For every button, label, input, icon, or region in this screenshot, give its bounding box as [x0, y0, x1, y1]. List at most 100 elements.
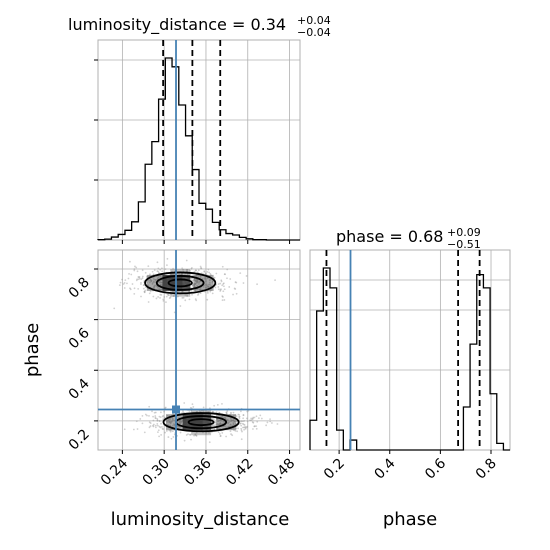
scatter-point [124, 279, 127, 282]
scatter-point [232, 423, 235, 425]
scatter-point [179, 421, 182, 424]
scatter-point [166, 264, 168, 266]
scatter-point [193, 284, 196, 287]
phase-histogram-step [309, 267, 510, 451]
scatter-point [222, 296, 224, 298]
scatter-point [249, 419, 251, 422]
scatter-point [211, 281, 214, 284]
joint-truth-marker [172, 405, 181, 414]
scatter-point [216, 420, 219, 423]
phase-ytick-label-3: 0.8 [66, 275, 93, 302]
scatter-point [221, 402, 223, 405]
scatter-point [241, 422, 244, 425]
scatter-point [171, 420, 173, 423]
scatter-point [269, 418, 271, 420]
scatter-point [199, 288, 202, 291]
scatter-point [159, 416, 162, 419]
scatter-point [252, 428, 254, 430]
scatter-point [153, 285, 155, 288]
scatter-point [242, 414, 245, 417]
scatter-point [194, 434, 197, 437]
scatter-point [219, 435, 222, 438]
scatter-point [160, 281, 163, 284]
scatter-point [118, 284, 121, 286]
scatter-point [232, 422, 235, 424]
scatter-point [229, 423, 232, 426]
scatter-point [219, 434, 222, 437]
scatter-point [155, 297, 158, 300]
scatter-point [157, 296, 160, 298]
scatter-point [151, 283, 154, 285]
scatter-point [133, 287, 136, 290]
scatter-point [209, 272, 212, 275]
scatter-point [160, 279, 163, 282]
scatter-point [190, 277, 193, 280]
scatter-point [206, 277, 209, 279]
scatter-point [202, 285, 205, 288]
scatter-point [159, 426, 162, 429]
scatter-point [171, 430, 174, 433]
scatter-point [167, 436, 170, 438]
scatter-point [192, 283, 195, 286]
phase-xtick-label-0: 0.2 [321, 456, 348, 483]
scatter-point [169, 421, 172, 424]
scatter-point [241, 420, 243, 423]
scatter-point [169, 296, 172, 299]
scatter-point [160, 288, 163, 291]
scatter-point [137, 276, 140, 278]
scatter-point [206, 271, 209, 273]
scatter-point [148, 292, 151, 295]
scatter-point [209, 290, 212, 293]
scatter-point [246, 425, 249, 428]
contour-1-0 [187, 418, 215, 427]
scatter-point [133, 269, 136, 272]
scatter-point [166, 293, 169, 296]
scatter-point [143, 284, 145, 287]
scatter-point [196, 284, 198, 287]
scatter-point [223, 416, 226, 419]
scatter-point [137, 278, 140, 281]
luminosity-title-lower: −0.04 [297, 26, 331, 39]
scatter-point [156, 418, 159, 420]
scatter-point [233, 429, 235, 432]
scatter-point [224, 425, 227, 428]
scatter-point [195, 280, 198, 283]
scatter-point [231, 424, 234, 427]
scatter-point [192, 279, 195, 282]
scatter-point [213, 404, 216, 407]
scatter-point [160, 289, 163, 291]
scatter-point [237, 427, 240, 430]
scatter-point [195, 282, 198, 284]
scatter-point [172, 424, 174, 427]
scatter-point [233, 420, 236, 423]
scatter-point [161, 270, 164, 273]
scatter-point [223, 273, 226, 276]
phase-title-lower: −0.51 [447, 238, 481, 251]
scatter-point [152, 423, 155, 426]
scatter-point [163, 410, 166, 413]
scatter-point [140, 278, 143, 281]
scatter-point [196, 271, 199, 274]
scatter-point [163, 296, 166, 298]
scatter-point [240, 422, 242, 425]
scatter-point [225, 419, 228, 421]
scatter-point [179, 419, 182, 422]
scatter-point [222, 420, 225, 423]
scatter-point [198, 280, 201, 283]
scatter-point [217, 420, 220, 422]
scatter-point [186, 295, 189, 297]
phase-title: phase = 0.68 [336, 227, 443, 246]
scatter-point [223, 421, 226, 424]
scatter-point [186, 269, 189, 271]
scatter-point [235, 281, 238, 284]
scatter-point [133, 268, 136, 271]
scatter-point [159, 281, 162, 283]
scatter-point [123, 428, 126, 431]
scatter-point [161, 415, 164, 418]
scatter-point [207, 268, 210, 271]
scatter-point [192, 284, 194, 287]
scatter-point [179, 422, 182, 425]
scatter-point [216, 427, 219, 430]
scatter-point [218, 423, 221, 426]
scatter-point [252, 416, 255, 419]
